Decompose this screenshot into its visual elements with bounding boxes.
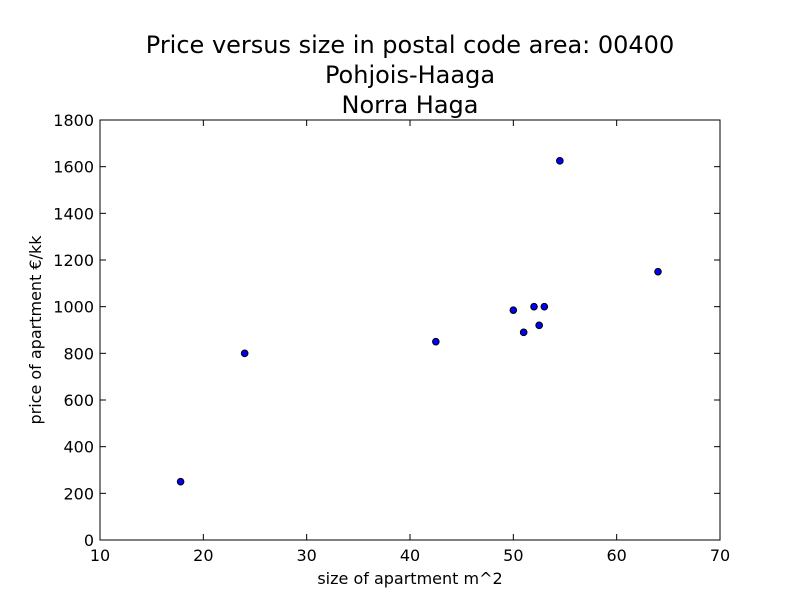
x-tick-label: 40 [400, 546, 420, 565]
data-points [176, 157, 662, 486]
scatter-point [519, 328, 528, 337]
scatter-point [654, 267, 662, 276]
y-tick-label: 1600 [53, 158, 94, 177]
scatter-point [509, 306, 518, 314]
y-tick-label: 800 [63, 344, 94, 363]
scatter-point [540, 302, 549, 311]
x-tick-label: 10 [90, 546, 110, 565]
y-tick-label: 1800 [53, 111, 94, 130]
y-tick-label: 200 [63, 484, 94, 503]
scatter-point [432, 337, 440, 346]
x-tick-label: 70 [710, 546, 730, 565]
chart-title: Price versus size in postal code area: 0… [146, 31, 674, 119]
x-axis-label: size of apartment m^2 [317, 569, 502, 588]
x-tick-label: 50 [503, 546, 523, 565]
scatter-point [535, 321, 543, 330]
plot-frame [99, 119, 721, 541]
y-tick-label: 0 [84, 531, 94, 550]
x-tick-label: 20 [193, 546, 213, 565]
y-tick-label: 400 [63, 438, 94, 457]
y-tick-label: 600 [63, 391, 94, 410]
x-tick-label: 60 [606, 546, 626, 565]
scatter-point [176, 477, 185, 486]
y-tick-label: 1400 [53, 204, 94, 223]
y-tick-label: 1000 [53, 298, 94, 317]
chart-title-line-1: Price versus size in postal code area: 0… [146, 31, 674, 59]
x-tick-label: 30 [296, 546, 316, 565]
chart-title-line-3: Norra Haga [342, 91, 479, 119]
y-axis-label: price of apartment €/kk [26, 235, 45, 425]
scatter-point [556, 157, 564, 165]
axes: 10 20 30 40 50 60 70 0 200 400 600 800 1000 1200 1400 1… [53, 111, 730, 565]
chart-title-line-2: Pohjois-Haaga [325, 61, 495, 89]
scatter-point [530, 302, 538, 311]
y-tick-label: 1200 [53, 251, 94, 270]
scatter-point [240, 349, 249, 358]
